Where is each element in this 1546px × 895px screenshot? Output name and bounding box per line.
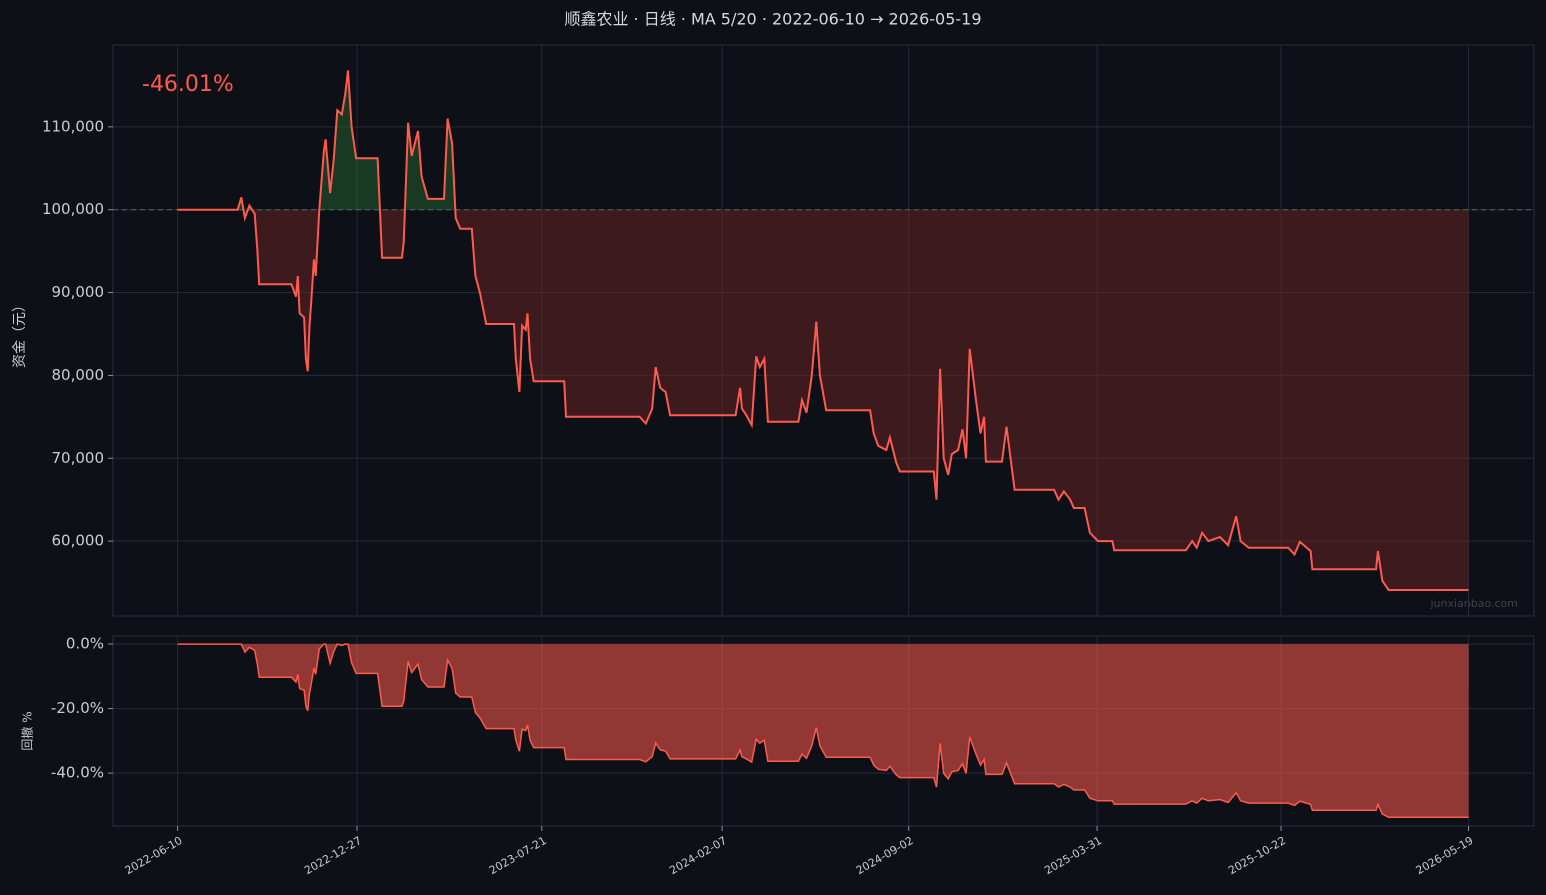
panel-frame (112, 44, 1535, 617)
watermark: junxianbao.com (1429, 597, 1518, 610)
y-tick-label: 110,000 (42, 117, 104, 135)
x-tick-label: 2022-12-27 (302, 834, 364, 877)
panel-frame (112, 635, 1535, 827)
x-tick-label: 2026-05-19 (1414, 834, 1476, 877)
y-axis-label: 资金（元） (12, 298, 28, 368)
equity-line (177, 70, 1469, 591)
x-tick-label: 2025-10-22 (1226, 834, 1288, 877)
x-tick-label: 2024-09-02 (854, 834, 916, 877)
y-tick-label: 80,000 (52, 366, 105, 384)
x-tick-label: 2024-02-07 (667, 834, 729, 877)
y-tick-label: -40.0% (51, 764, 104, 782)
y-tick-label: 90,000 (52, 283, 105, 301)
y-tick-label: 60,000 (52, 532, 105, 550)
x-tick-label: 2022-06-10 (123, 834, 185, 877)
drawdown-fill (177, 644, 1469, 818)
return-annotation: -46.01% (142, 72, 234, 97)
x-tick-label: 2023-07-21 (487, 834, 549, 877)
drawdown-line (177, 643, 1469, 819)
y-tick-label: -20.0% (51, 699, 104, 717)
y-tick-label: 70,000 (52, 449, 105, 467)
loss-fill (243, 209, 1469, 590)
chart-title: 顺鑫农业 · 日线 · MA 5/20 · 2022-06-10 → 2026-… (564, 10, 981, 29)
y-axis-label: 回撤 % (20, 711, 35, 750)
y-tick-label: 100,000 (42, 200, 104, 218)
y-tick-label: 0.0% (66, 635, 104, 653)
x-tick-label: 2025-03-31 (1042, 834, 1104, 877)
